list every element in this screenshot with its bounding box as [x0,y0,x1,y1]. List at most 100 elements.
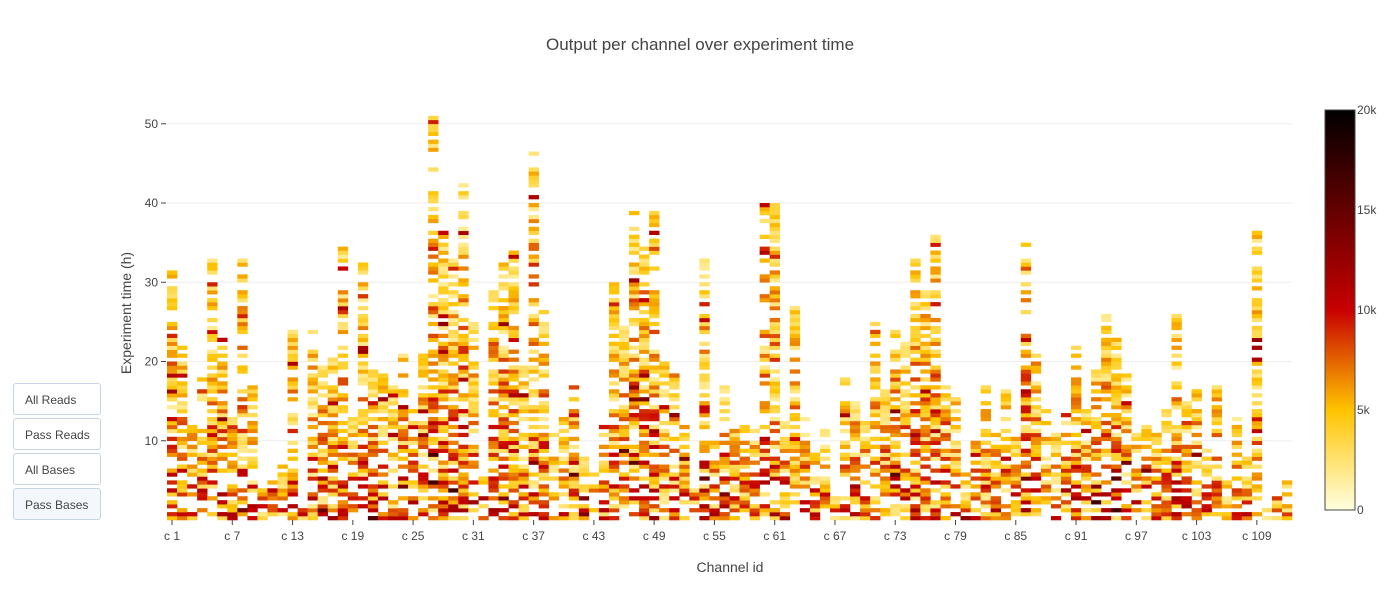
heatmap-cell [1000,480,1012,485]
heatmap-cell [307,357,318,362]
heatmap-cell [789,329,801,335]
heatmap-cell [167,306,178,311]
heatmap-cell [860,512,871,517]
heatmap-cell [1161,508,1172,513]
heatmap-cell [1141,508,1152,513]
heatmap-cell [1121,385,1132,390]
heatmap-cell [659,452,670,457]
heatmap-cell [237,464,248,469]
heatmap-cell [177,492,188,497]
heatmap-cell [1081,456,1092,461]
heatmap-cell [1191,393,1202,398]
heatmap-cell [528,171,539,176]
heatmap-cell [1161,484,1172,489]
heatmap-cell [1101,428,1112,434]
heatmap-cell [890,428,901,434]
heatmap-cell [177,416,188,422]
heatmap-cell [498,373,509,378]
heatmap-cell [699,294,710,299]
heatmap-cell [1221,504,1233,509]
heatmap-cell [227,452,238,457]
heatmap-cell [1081,472,1092,477]
heatmap-cell [759,472,770,477]
heatmap-cell [910,492,921,497]
heatmap-cell [900,492,911,497]
heatmap-cell [699,262,710,267]
y-tick-label: 30 [145,275,159,289]
heatmap-cell [458,484,469,489]
heatmap-cell [719,385,730,390]
heatmap-cell [237,369,248,374]
heatmap-cell [990,484,1001,489]
heatmap-cell [488,508,499,513]
heatmap-cell [488,436,499,442]
heatmap-cell [1171,325,1182,331]
heatmap-cell [960,492,971,497]
heatmap-cell [819,456,831,461]
heatmap-cell [940,409,951,414]
heatmap-cell [568,504,580,509]
heatmap-cell [910,274,921,279]
all-bases-button[interactable]: All Bases [13,453,101,485]
heatmap-cell [458,516,469,521]
heatmap-cell [1271,504,1283,509]
heatmap-cell [337,377,349,382]
heatmap-cell [1281,508,1293,513]
heatmap-cell [910,393,921,398]
heatmap-cell [598,484,610,489]
heatmap-cell [568,436,580,442]
heatmap-cell [317,409,329,414]
heatmap-cell [197,389,208,394]
heatmap-cell [769,512,781,517]
heatmap-cell [1071,512,1082,517]
heatmap-cell [458,242,469,247]
heatmap-cell [508,349,519,354]
heatmap-cell [789,389,801,394]
heatmap-cell [608,484,620,489]
heatmap-cell [307,353,318,358]
heatmap-cell [1060,472,1072,477]
heatmap-cell [287,456,298,461]
heatmap-cell [1020,389,1032,394]
heatmap-cell [488,484,499,489]
heatmap-cell [759,203,770,208]
heatmap-cell [337,456,349,461]
heatmap-cell [518,416,529,422]
heatmap-cell [1191,413,1202,418]
all-reads-button[interactable]: All Reads [13,383,101,415]
pass-bases-button[interactable]: Pass Bases [13,488,101,520]
heatmap-cell [1261,516,1273,521]
heatmap-cell [920,385,931,390]
heatmap-cell [337,516,349,521]
heatmap-cell [930,440,941,446]
heatmap-cell [367,484,379,489]
heatmap-cell [619,337,630,342]
heatmap-cell [357,381,369,386]
heatmap-cell [1030,413,1042,418]
pass-reads-button[interactable]: Pass Reads [13,418,101,450]
heatmap-cell [167,472,178,477]
heatmap-cell [508,250,519,255]
heatmap-cell [1020,436,1032,442]
heatmap-cell [930,488,941,493]
heatmap-cell [237,472,248,477]
heatmap-cell [789,397,801,402]
heatmap-cell [1020,448,1032,453]
heatmap-cell [1091,452,1102,457]
heatmap-cell [357,373,369,378]
heatmap-cell [458,353,469,358]
heatmap-cell [759,353,770,358]
heatmap-cell [347,444,359,449]
heatmap-cell [1101,325,1112,331]
heatmap-cell [649,238,660,243]
heatmap-cell [689,492,700,497]
heatmap-cell [448,476,459,481]
heatmap-cell [398,432,409,438]
heatmap-cell [1000,397,1012,402]
heatmap-cell [408,464,419,469]
heatmap-cell [699,488,710,493]
heatmap-cell [890,440,901,446]
heatmap-cell [418,512,429,517]
heatmap-cell [1050,440,1062,446]
heatmap-cell [699,365,710,370]
